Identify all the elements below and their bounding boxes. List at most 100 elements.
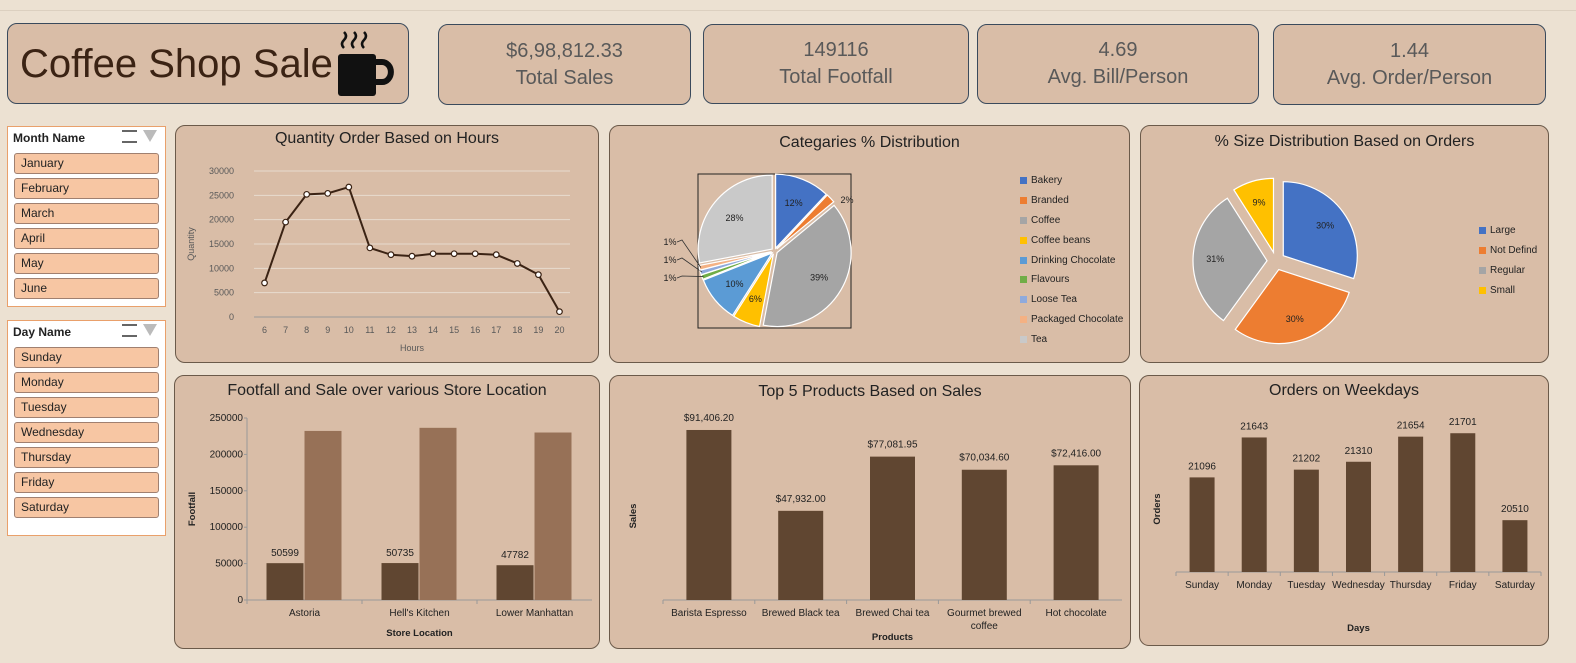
y-tick-label: 250000 bbox=[210, 413, 244, 424]
kpi-avg-order: 1.44 Avg. Order/Person bbox=[1273, 24, 1546, 105]
data-label: 21701 bbox=[1449, 417, 1477, 428]
slicer-item-friday[interactable]: Friday bbox=[14, 472, 159, 493]
x-tick-label: Brewed Black tea bbox=[762, 608, 840, 619]
data-point bbox=[282, 218, 289, 226]
kpi-label: Avg. Order/Person bbox=[1326, 66, 1493, 89]
x-tick-label: 16 bbox=[470, 325, 480, 335]
legend-entry: Bakery bbox=[1020, 171, 1123, 191]
legend-entry: Drinking Chocolate bbox=[1020, 250, 1123, 270]
legend-swatch bbox=[1020, 177, 1027, 185]
legend-swatch bbox=[1020, 236, 1027, 244]
data-label: 1% bbox=[663, 255, 676, 265]
leader-line bbox=[676, 257, 703, 273]
y-axis-label: Orders bbox=[1152, 493, 1163, 524]
y-tick-label: 0 bbox=[229, 312, 234, 322]
legend-entry: Flavours bbox=[1020, 270, 1123, 290]
y-tick-label: 20000 bbox=[209, 215, 234, 225]
weekdays-chart-card: Orders on Weekdays 21096 Sunday 21643 Monda… bbox=[1139, 375, 1549, 646]
multi-select-icon[interactable] bbox=[122, 324, 137, 337]
data-label: 2% bbox=[840, 195, 853, 205]
legend-swatch bbox=[1479, 266, 1486, 274]
legend-label: Small bbox=[1490, 284, 1516, 296]
x-tick-label: Hell's Kitchen bbox=[389, 608, 449, 619]
x-tick-label: 10 bbox=[344, 325, 354, 335]
data-label: 9% bbox=[1253, 198, 1266, 208]
clear-filter-icon[interactable] bbox=[143, 130, 157, 142]
multi-select-icon[interactable] bbox=[122, 130, 137, 143]
title-card: Coffee Shop Sale bbox=[7, 23, 409, 104]
categories-legend: Bakery Branded Coffee Coffee beans Drinking … bbox=[1020, 171, 1123, 349]
legend-label: Drinking Chocolate bbox=[1031, 254, 1116, 266]
y-tick-label: 15000 bbox=[209, 239, 234, 249]
pie-slice-not-defind bbox=[1234, 268, 1350, 345]
x-tick-label: 11 bbox=[365, 325, 374, 335]
bar bbox=[1398, 436, 1424, 572]
data-label: 6% bbox=[749, 294, 762, 304]
hours-chart-card: Quantity Order Based on Hours 0 5000 10000… bbox=[175, 125, 599, 363]
slicer-item-january[interactable]: January bbox=[14, 153, 159, 174]
legend-entry: Packaged Chocolate bbox=[1020, 310, 1123, 330]
slicer-item-wednesday[interactable]: Wednesday bbox=[14, 422, 159, 443]
data-point bbox=[556, 308, 563, 316]
slicer-item-saturday[interactable]: Saturday bbox=[14, 497, 159, 518]
leader-line bbox=[676, 239, 702, 268]
x-tick-label: Thursday bbox=[1390, 580, 1432, 591]
legend-entry: Coffee beans bbox=[1020, 230, 1123, 250]
slicer-item-march[interactable]: March bbox=[14, 203, 159, 224]
bar bbox=[304, 430, 342, 600]
legend-entry: Branded bbox=[1020, 191, 1123, 211]
slicer-item-tuesday[interactable]: Tuesday bbox=[14, 397, 159, 418]
y-axis-label: Footfall bbox=[187, 492, 198, 526]
clear-filter-icon[interactable] bbox=[143, 324, 157, 336]
day-slicer: Day Name Sunday Monday Tuesday Wednesday Thu… bbox=[7, 320, 166, 536]
data-point bbox=[261, 279, 268, 287]
data-label: 28% bbox=[726, 213, 744, 223]
dashboard-title: Coffee Shop Sale bbox=[20, 42, 333, 86]
stores-chart-card: Footfall and Sale over various Store Loc… bbox=[174, 375, 600, 649]
legend-swatch bbox=[1020, 216, 1027, 224]
kpi-label: Total Sales bbox=[515, 66, 614, 89]
slicer-item-sunday[interactable]: Sunday bbox=[14, 347, 159, 368]
x-tick-label: 17 bbox=[491, 325, 501, 335]
data-label: 50599 bbox=[271, 548, 299, 559]
slicer-item-thursday[interactable]: Thursday bbox=[14, 447, 159, 468]
pie-slice-drinking-chocolate bbox=[702, 251, 774, 317]
x-tick-label: Sunday bbox=[1185, 580, 1219, 591]
legend-swatch bbox=[1020, 197, 1027, 205]
y-axis-label: Sales bbox=[628, 504, 639, 529]
bar bbox=[1241, 437, 1267, 572]
legend-label: Coffee beans bbox=[1031, 234, 1091, 246]
slicer-item-june[interactable]: June bbox=[14, 278, 159, 299]
pie-slice-regular bbox=[1192, 197, 1268, 322]
pie-slice-large bbox=[1282, 181, 1358, 280]
slicer-item-may[interactable]: May bbox=[14, 253, 159, 274]
bar bbox=[496, 565, 534, 600]
y-tick-label: 200000 bbox=[210, 449, 244, 460]
kpi-total-footfall: 149116 Total Footfall bbox=[703, 24, 969, 104]
data-point bbox=[408, 252, 416, 260]
x-tick-label: 7 bbox=[283, 325, 288, 335]
products-bar-chart: $91,406.20 Barista Espresso $47,932.00 Brew… bbox=[628, 413, 1122, 643]
data-point bbox=[303, 190, 311, 198]
slicer-item-april[interactable]: April bbox=[14, 228, 159, 249]
legend-label: Tea bbox=[1031, 333, 1048, 345]
x-tick-label: Astoria bbox=[289, 608, 321, 619]
chart-title: % Size Distribution Based on Orders bbox=[1214, 133, 1475, 150]
data-label: $72,416.00 bbox=[1051, 448, 1101, 459]
x-tick-label: Wednesday bbox=[1332, 580, 1385, 591]
data-label: 10% bbox=[726, 279, 744, 289]
slicer-item-february[interactable]: February bbox=[14, 178, 159, 199]
y-tick-label: 100000 bbox=[210, 522, 244, 533]
slicer-item-monday[interactable]: Monday bbox=[14, 372, 159, 393]
x-tick-label: 14 bbox=[428, 325, 438, 335]
bar bbox=[419, 427, 457, 600]
pie-slice-bakery bbox=[775, 173, 828, 250]
bar bbox=[778, 510, 824, 600]
pie-slice-packaged-chocolate bbox=[698, 251, 772, 271]
legend-label: Regular bbox=[1490, 264, 1526, 276]
x-axis-label: Hours bbox=[400, 343, 425, 353]
x-tick-label: 6 bbox=[262, 325, 267, 335]
chart-title: Quantity Order Based on Hours bbox=[274, 130, 500, 147]
legend-entry: Tea bbox=[1020, 329, 1123, 349]
data-label: 39% bbox=[810, 272, 828, 282]
